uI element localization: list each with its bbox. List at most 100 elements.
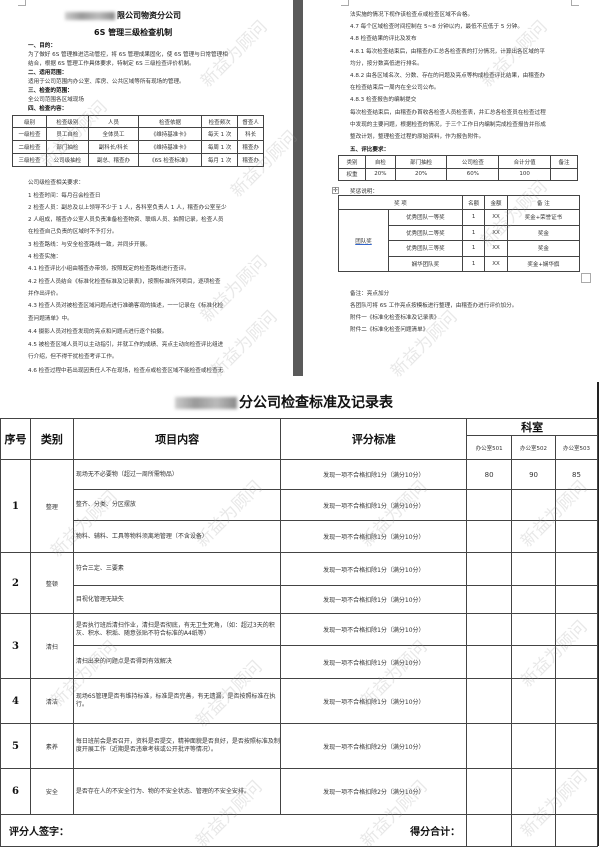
table-cell: 合计分值 bbox=[498, 155, 551, 169]
score-cell[interactable] bbox=[511, 645, 556, 679]
row-number: 1 bbox=[0, 459, 31, 553]
record-title-text: 分公司检查标准及记录表 bbox=[239, 395, 393, 411]
scoring-standard: 发现一项不合格扣除1分（满分10分） bbox=[280, 489, 468, 521]
row-number: 3 bbox=[0, 613, 31, 679]
paragraph-line: 4.3 检查人员对被检查区域问题点进行准确客观的描述，一一记录在《标准化检 bbox=[28, 303, 224, 309]
scoring-standard: 发现一项不合格扣除1分（满分10分） bbox=[280, 520, 468, 553]
score-cell[interactable] bbox=[555, 520, 598, 553]
table-cell: 奖金+娴华旗 bbox=[506, 255, 581, 272]
page-gutter bbox=[293, 0, 303, 376]
page-edge bbox=[597, 382, 599, 846]
score-cell[interactable] bbox=[511, 520, 556, 553]
header-room: 办公室501 bbox=[466, 435, 513, 460]
table-cell: 每周 1 次 bbox=[201, 140, 239, 154]
score-cell[interactable] bbox=[511, 585, 556, 614]
score-cell[interactable]: 80 bbox=[466, 459, 513, 490]
table-cell: 每天 1 次 bbox=[201, 127, 239, 141]
score-cell[interactable] bbox=[466, 678, 513, 724]
eval-heading: 五、评比要求： bbox=[350, 147, 390, 153]
table-cell: 副总、稽查办 bbox=[87, 153, 140, 167]
score-cell[interactable] bbox=[511, 768, 556, 815]
header-room: 办公室502 bbox=[511, 435, 556, 460]
score-cell[interactable] bbox=[555, 613, 598, 646]
table-cell: 副科长/科长 bbox=[87, 140, 140, 154]
table-cell: 检查依据 bbox=[138, 115, 203, 128]
paragraph-line: 4.4 摄影人员对检查发现的亮点和问题点进行逐个拍摄。 bbox=[28, 329, 168, 335]
paragraph-line: 4.8.3 检查报告的编制提交 bbox=[350, 97, 417, 104]
score-cell[interactable]: 85 bbox=[555, 459, 598, 490]
score-cell[interactable] bbox=[466, 585, 513, 614]
paragraph-line: 4.5 被检查区域人员可以主动指引，并就工作的成绩、亮点主动向检查评比组进 bbox=[28, 342, 224, 348]
table-header-cell: 金额 bbox=[484, 195, 508, 210]
table-resize-handle[interactable] bbox=[581, 273, 591, 283]
scoring-standard: 发现一项不合格扣除1分（满分10分） bbox=[280, 459, 468, 490]
row-number: 2 bbox=[0, 552, 31, 614]
score-cell[interactable] bbox=[466, 723, 513, 769]
table-cell: 权重 bbox=[338, 167, 366, 181]
paragraph-line: 结合，根据 6S 管理工作具体要求，特制定 6S 三级检查评价机制。 bbox=[28, 61, 195, 67]
score-cell[interactable] bbox=[555, 585, 598, 614]
score-cell[interactable] bbox=[466, 520, 513, 553]
table-cell: 1 bbox=[461, 209, 486, 226]
redacted-company-name bbox=[175, 397, 237, 409]
level-table: 级别 检查级别 人员 检查依据 检查频次 督查人 一级检查 员工自检 全体员工 《维持基准卡》 每天… bbox=[12, 115, 264, 167]
table-header-row: 级别 检查级别 人员 检查依据 检查频次 督查人 bbox=[12, 115, 264, 128]
score-cell[interactable] bbox=[555, 552, 598, 586]
table-cell: 员工自检 bbox=[45, 127, 89, 141]
table-cell: 60% bbox=[446, 167, 500, 181]
total-label: 得分合计： bbox=[280, 814, 468, 847]
score-cell[interactable] bbox=[466, 489, 513, 521]
paragraph-line: 3 检查路线：与安全检查路线一致，并同步开展。 bbox=[28, 242, 151, 248]
right-page: 法实施的情况下视作该检查点或检查区域不合格。 4.7 每个区域检查时间控制在 5~… bbox=[303, 0, 600, 376]
score-cell[interactable] bbox=[555, 768, 598, 815]
paragraph-line: 在检查结束后一周内在全公司公布。 bbox=[350, 85, 440, 92]
total-score-cell[interactable] bbox=[466, 814, 513, 847]
table-cell: 1 bbox=[461, 224, 486, 241]
table-row: 优秀团队二等奖 1 XX 奖金 bbox=[339, 224, 581, 241]
paragraph-line: 2 人组成，稽查办公室人员负责准备检查物资、联络人员、拍照记录，检查人员 bbox=[28, 217, 224, 223]
total-score-cell[interactable] bbox=[511, 814, 556, 847]
scoring-standard: 发现一项不合格扣除1分（满分10分） bbox=[280, 552, 468, 586]
row-number: 6 bbox=[0, 768, 31, 815]
table-cell: 《6S 检查标准》 bbox=[138, 153, 203, 167]
table-move-handle-icon[interactable]: ✛ bbox=[332, 187, 339, 194]
table-row: 4 清洁 现场6S管理是否有维持标准，标准是否完善，有无遗漏，是否按照标准在执行。发… bbox=[0, 678, 598, 724]
table-row: 清扫出来的问题点是否得到有效解决 发现一项不合格扣除1分（满分10分） bbox=[1, 645, 598, 679]
score-cell[interactable] bbox=[511, 678, 556, 724]
score-cell[interactable] bbox=[466, 613, 513, 646]
paragraph-line: 4.8 检查结果的评比及发布 bbox=[350, 36, 417, 43]
paragraph-line: 4.1 检查评比小组由稽查办带领，按照既定的检查路线进行查评。 bbox=[28, 266, 190, 272]
total-score-cell[interactable] bbox=[555, 814, 598, 847]
section-heading: 二、适用范围： bbox=[28, 70, 68, 76]
table-cell: 人员 bbox=[87, 115, 140, 128]
paragraph-line: 每次检查结束后，由稽查办首收各检查人员检查表，并汇总各检查员在检查过程 bbox=[350, 109, 546, 116]
row-category: 整理 bbox=[29, 459, 74, 553]
score-cell[interactable] bbox=[511, 489, 556, 521]
item-content: 是否执行班后清扫作业，清扫是否彻底，有无卫生死角，（如：超过3天的积灰、积水、积… bbox=[72, 613, 282, 646]
score-cell[interactable]: 90 bbox=[511, 459, 556, 490]
row-number: 5 bbox=[0, 723, 31, 769]
table-row: 优秀团队三等奖 1 XX 奖金 bbox=[339, 240, 581, 257]
table-header-cell: 备 注 bbox=[506, 195, 581, 210]
score-cell[interactable] bbox=[511, 613, 556, 646]
score-cell[interactable] bbox=[466, 645, 513, 679]
score-cell[interactable] bbox=[466, 552, 513, 586]
row-category: 清洁 bbox=[29, 678, 74, 724]
table-cell bbox=[549, 167, 579, 181]
paragraph-line: 全公司范围各区域现场 bbox=[28, 97, 84, 103]
score-cell[interactable] bbox=[555, 489, 598, 521]
scoring-standard: 发现一项不合格扣除1分（满分10分） bbox=[280, 585, 468, 614]
score-cell[interactable] bbox=[511, 552, 556, 586]
item-content: 现场6S管理是否有维持标准，标准是否完善，有无遗漏，是否按照标准在执行。 bbox=[72, 678, 282, 724]
score-cell[interactable] bbox=[555, 723, 598, 769]
score-cell[interactable] bbox=[555, 645, 598, 679]
header-item: 项目内容 bbox=[72, 418, 282, 460]
header-standard: 评分标准 bbox=[280, 418, 468, 460]
table-cell: 公司级抽检 bbox=[45, 153, 89, 167]
score-cell[interactable] bbox=[555, 678, 598, 724]
score-cell[interactable] bbox=[466, 768, 513, 815]
item-content: 物料、辅料、工具等物料须离地管理（不含设备） bbox=[72, 520, 282, 553]
score-cell[interactable] bbox=[511, 723, 556, 769]
table-cell: 奖金+荣誉证书 bbox=[506, 209, 581, 226]
table-cell: 部门抽检 bbox=[394, 155, 448, 169]
